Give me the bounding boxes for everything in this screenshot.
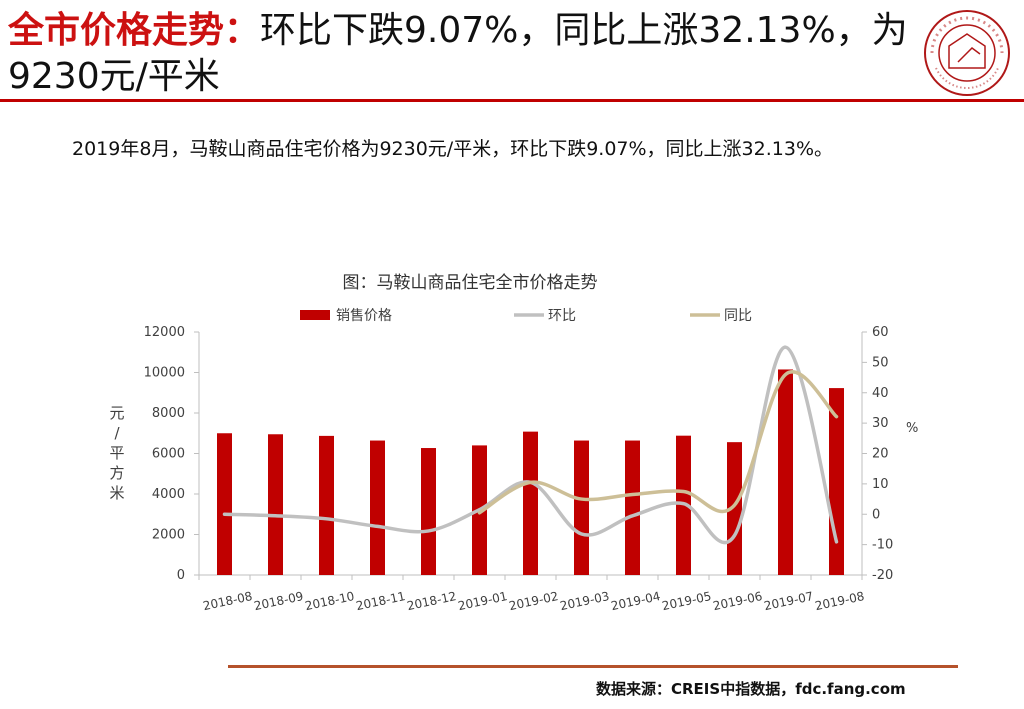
summary-text: 2019年8月，马鞍山商品住宅价格为9230元/平米，环比下跌9.07%，同比上… [72,138,834,160]
x-tick-label: 2018-11 [355,589,407,613]
y-tick-label: 6000 [152,447,185,462]
legend-label-yoy: 同比 [724,308,752,324]
page-title: 全市价格走势：环比下跌9.07%，同比上涨32.13%，为9230元/平米 [8,8,908,100]
bottom-rule [228,665,958,668]
legend-swatch-price [300,310,330,320]
price-bar [319,435,334,575]
x-tick-label: 2019-07 [763,589,815,613]
page-title-highlight: 全市价格走势： [8,10,261,51]
legend-label-price: 销售价格 [336,308,392,324]
y-tick-label: 2000 [152,528,185,543]
y-tick-label: 8000 [152,406,185,421]
x-tick-label: 2018-12 [406,589,458,613]
chart-svg: 0 2000 4000 6000 8000 10000 12000 -20 -10 0 10 20 30… [109,308,918,613]
y-tick-label: 12000 [144,325,185,340]
price-bar [778,369,793,575]
y-tick-label: 4000 [152,487,185,502]
chart-title: 图：马鞍山商品住宅全市价格走势 [342,273,598,293]
price-bar [268,434,283,575]
y2-tick-label: 10 [872,477,889,492]
y-axis-label-char: 平 [109,444,124,462]
header-rule [0,99,1024,102]
price-bar [421,448,436,575]
price-bar [217,433,232,575]
y-axis-label-char: / [114,424,120,442]
y-axis-label-char: 元 [109,404,124,422]
price-bar [523,431,538,575]
price-bar [625,440,640,575]
y2-tick-label: 60 [872,325,889,340]
price-bar [370,440,385,575]
yoy-line [477,370,839,515]
x-tick-label: 2019-04 [610,589,662,613]
y2-axis-label: % [906,421,918,436]
y2-tick-label: 20 [872,447,889,462]
x-tick-label: 2019-02 [508,589,560,613]
x-tick-label: 2019-05 [661,589,713,613]
legend-label-mom: 环比 [548,308,576,324]
y2-tick-label: 0 [872,507,880,522]
x-tick-label: 2018-08 [202,589,254,613]
price-trend-chart: 图：马鞍山商品住宅全市价格走势 0 2000 4000 6000 8000 10000 12… [100,260,940,630]
x-tick-label: 2019-01 [457,589,509,613]
x-tick-label: 2019-03 [559,589,611,613]
x-tick-label: 2019-06 [712,589,764,613]
y-axis-label-char: 米 [109,484,124,502]
data-source: 数据来源：CREIS中指数据，fdc.fang.com [596,680,906,698]
x-tick-label: 2018-10 [304,589,356,613]
x-tick-label: 2018-09 [253,589,305,613]
china-index-academy-logo [924,10,1010,96]
y2-tick-label: 30 [872,416,889,431]
y2-tick-label: 40 [872,386,889,401]
y-tick-label: 0 [177,568,185,583]
y-axis-label-char: 方 [109,464,124,482]
x-tick-label: 2019-08 [814,589,866,613]
mom-line [222,345,839,545]
y-tick-label: 10000 [144,366,185,381]
price-bar [574,440,589,575]
y2-tick-label: 50 [872,355,889,370]
header: 全市价格走势：环比下跌9.07%，同比上涨32.13%，为9230元/平米 [0,0,1024,104]
y2-tick-label: -10 [872,538,893,553]
y2-tick-label: -20 [872,568,893,583]
page-title-rest: 环比下跌9.07%，同比上涨32.13%，为9230元/平米 [8,10,908,97]
